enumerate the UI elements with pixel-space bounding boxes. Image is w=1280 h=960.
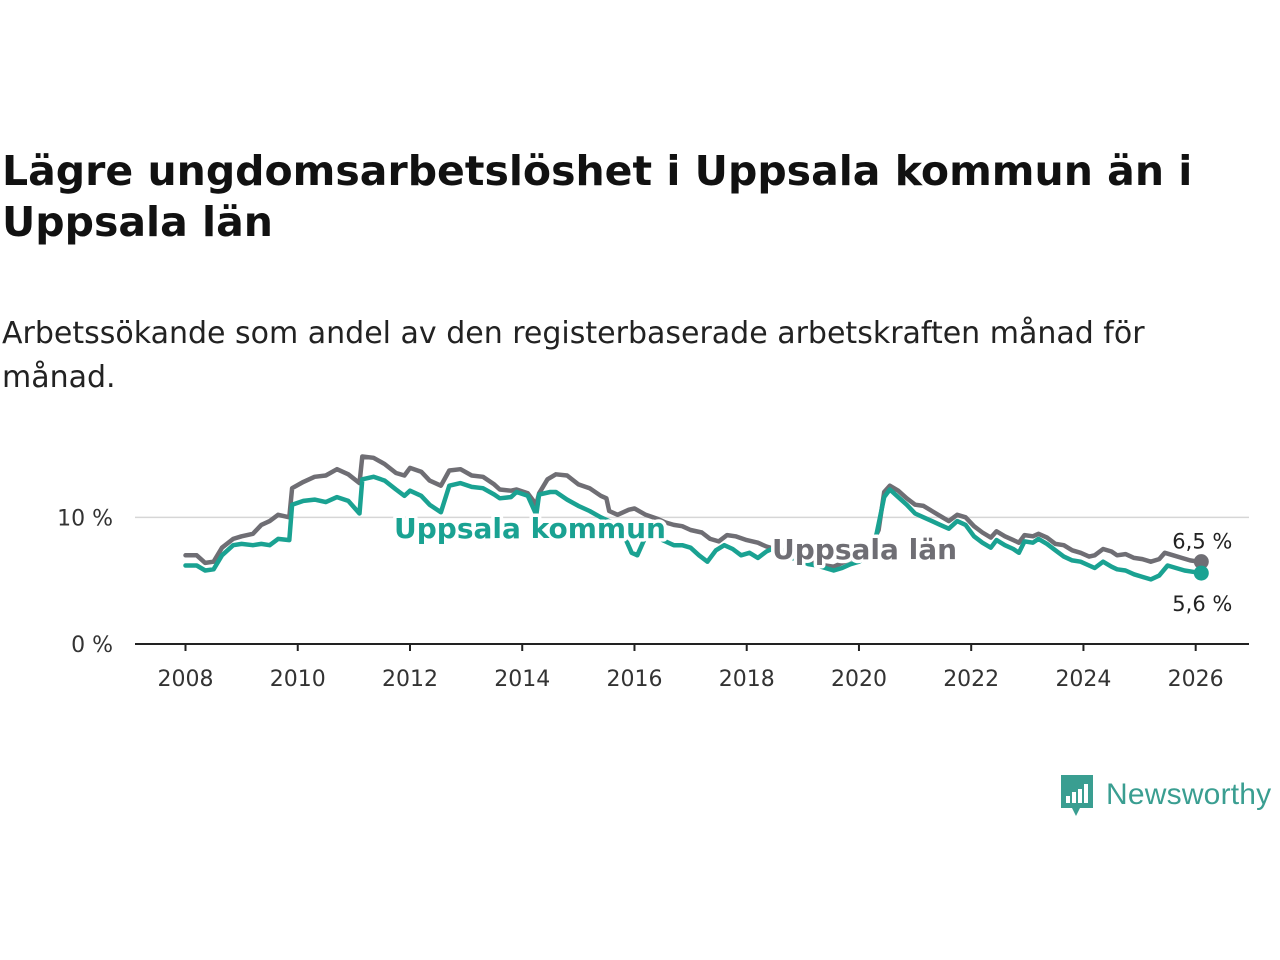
x-tick-label: 2010 xyxy=(270,667,326,692)
y-tick-label: 10 % xyxy=(57,506,113,531)
series-line-uppsala-l-n xyxy=(183,454,1204,569)
end-value-label-uppsala-l-n: 6,5 % xyxy=(1172,530,1232,554)
x-tick-label: 2018 xyxy=(719,667,775,692)
x-tick-label: 2012 xyxy=(382,667,438,692)
chart-subtitle: Arbetssökande som andel av den registerb… xyxy=(2,316,1145,395)
series-label-uppsala-kommun: Uppsala kommun xyxy=(394,512,666,545)
end-value-label-uppsala-kommun: 5,6 % xyxy=(1172,592,1232,616)
line-chart: 0 % 10 % 2008 2010 2012 2014 2016 2018 2020 2022 2… xyxy=(57,454,1249,692)
series-label-uppsala-l-n: Uppsala län xyxy=(772,533,957,566)
x-tick-label: 2008 xyxy=(158,667,214,692)
x-tick-label: 2024 xyxy=(1055,667,1111,692)
x-tick-label: 2020 xyxy=(831,667,887,692)
series-line-uppsala-kommun xyxy=(183,474,1204,582)
end-marker-uppsala-l-n xyxy=(1193,554,1209,570)
end-marker-uppsala-kommun xyxy=(1193,565,1209,581)
y-tick-label: 0 % xyxy=(71,633,113,658)
newsworthy-logo: Newsworthy xyxy=(1058,772,1271,818)
chart-title: Lägre ungdomsarbetslöshet i Uppsala komm… xyxy=(2,147,1193,246)
x-tick-label: 2026 xyxy=(1168,667,1224,692)
x-tick-label: 2022 xyxy=(943,667,999,692)
newsworthy-logo-text: Newsworthy xyxy=(1106,778,1272,811)
x-tick-label: 2014 xyxy=(494,667,550,692)
x-tick-label: 2016 xyxy=(606,667,662,692)
newsworthy-logo-icon xyxy=(1061,775,1093,816)
